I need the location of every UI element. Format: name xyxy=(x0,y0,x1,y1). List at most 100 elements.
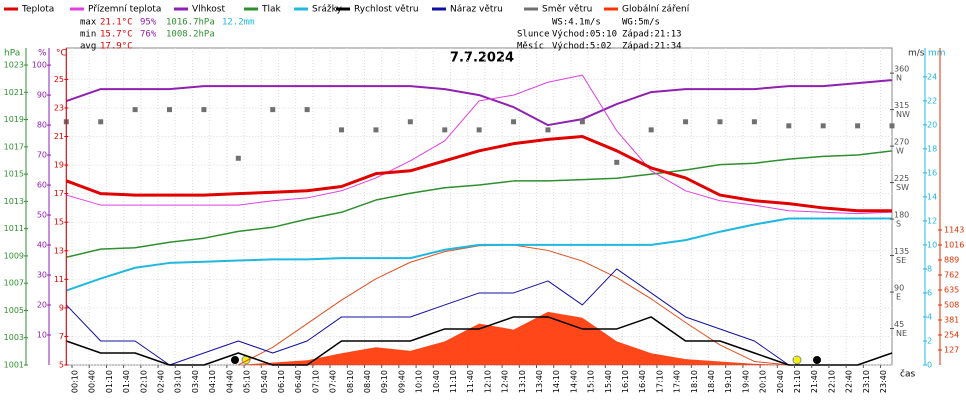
series-area xyxy=(66,311,893,365)
y-tick-label: 1009 xyxy=(4,251,24,260)
x-tick-label: 09:40 xyxy=(397,370,406,393)
astro-value: WG:5m/s xyxy=(622,18,660,28)
compass-label: SE xyxy=(896,256,906,265)
y-tick-label: 135 xyxy=(894,247,909,256)
axis-unit: mm xyxy=(928,49,946,59)
x-tick-label: 22:10 xyxy=(827,370,836,393)
y-tick-label: 1015 xyxy=(4,170,24,179)
y-tick-label: 180 xyxy=(894,211,909,220)
y-tick-label: 16 xyxy=(927,168,937,177)
chart-title: 7.7.2024 xyxy=(450,51,514,66)
legend-label: Globální záření xyxy=(622,5,690,15)
x-tick-label: 15:40 xyxy=(604,370,613,393)
series-line xyxy=(66,316,893,366)
x-tick-label: 11:10 xyxy=(449,370,458,393)
y-tick-label: 21 xyxy=(54,132,64,141)
y-tick-label: 381 xyxy=(944,316,959,325)
scatter-point xyxy=(614,159,620,165)
series-line xyxy=(65,268,893,366)
y-tick-label: 15 xyxy=(54,218,64,227)
stat-label: min xyxy=(80,30,96,40)
scatter-point xyxy=(442,127,448,133)
x-tick-label: 12:40 xyxy=(501,370,510,393)
stat-label: avg xyxy=(80,42,96,52)
y-tick-label: 1011 xyxy=(4,224,24,233)
x-tick-label: 06:10 xyxy=(277,370,286,393)
y-tick-label: 19 xyxy=(54,161,64,170)
x-tick-label: 02:40 xyxy=(157,370,166,393)
axis-unit: % xyxy=(38,49,47,59)
stat-value: 17.9°C xyxy=(100,42,133,52)
y-tick-label: 1013 xyxy=(4,197,24,206)
stat-value: 1008.2hPa xyxy=(166,30,215,40)
x-tick-label: 22:40 xyxy=(845,370,854,393)
x-tick-label: 00:10 xyxy=(71,370,80,393)
x-tick-label: 17:10 xyxy=(655,370,664,393)
legend-label: Vlhkost xyxy=(192,5,225,15)
x-tick-label: 03:10 xyxy=(174,370,183,393)
y-tick-label: 11 xyxy=(54,275,64,284)
y-tick-label: 90 xyxy=(37,91,47,100)
y-tick-label: 12 xyxy=(927,216,937,225)
y-tick-label: 45 xyxy=(894,320,904,329)
compass-label: S xyxy=(896,220,901,229)
scatter-point xyxy=(132,107,138,113)
scatter-point xyxy=(339,127,345,133)
series-line xyxy=(66,150,893,259)
x-tick-label: 07:40 xyxy=(329,370,338,393)
x-tick-label: 06:40 xyxy=(294,370,303,393)
x-tick-label: 17:40 xyxy=(673,370,682,393)
scatter-point xyxy=(304,107,310,113)
x-tick-label: 05:10 xyxy=(243,370,252,393)
y-tick-label: 315 xyxy=(894,101,909,110)
y-tick-label: 1001 xyxy=(4,361,24,370)
x-tick-label: 05:40 xyxy=(260,370,269,393)
y-tick-label: 1017 xyxy=(4,142,24,151)
x-tick-label: 07:10 xyxy=(311,370,320,393)
y-tick-label: 1016 xyxy=(944,241,964,250)
x-tick-label: 15:10 xyxy=(587,370,596,393)
x-tick-label: 16:10 xyxy=(621,370,630,393)
y-tick-label: 10 xyxy=(927,240,937,249)
y-tick-label: 25 xyxy=(54,75,64,84)
scatter-point xyxy=(889,123,895,129)
x-tick-label: 02:10 xyxy=(139,370,148,393)
plot-layer xyxy=(63,47,895,366)
y-tick-label: 14 xyxy=(927,192,937,201)
stat-value: 12.2mm xyxy=(222,18,255,28)
scatter-point xyxy=(235,155,241,161)
x-tick-label: 14:10 xyxy=(552,370,561,393)
moon-rise-marker xyxy=(231,356,239,364)
stat-label: max xyxy=(80,18,97,28)
y-tick-label: 127 xyxy=(944,346,959,355)
scatter-point xyxy=(511,119,517,125)
moon-set-marker xyxy=(813,356,821,364)
x-tick-label: 18:40 xyxy=(707,370,716,393)
y-tick-label: 1019 xyxy=(4,115,24,124)
y-tick-label: 5 xyxy=(59,361,64,370)
x-tick-label: 14:40 xyxy=(569,370,578,393)
y-tick-label: 6 xyxy=(927,288,932,297)
astro-value: WS:4.1m/s xyxy=(552,18,601,28)
x-tick-label: 12:10 xyxy=(483,370,492,393)
x-axis-label: čas xyxy=(900,369,915,380)
y-tick-label: 100 xyxy=(32,61,47,70)
x-tick-label: 23:10 xyxy=(862,370,871,393)
astro-value: Východ:5:02 xyxy=(552,42,612,52)
y-tick-label: 270 xyxy=(894,138,909,147)
legend-label: Tlak xyxy=(261,5,282,15)
x-tick-label: 21:10 xyxy=(793,370,802,393)
y-tick-label: 1005 xyxy=(4,306,24,315)
x-tick-label: 23:40 xyxy=(879,370,888,393)
astro-label: Slunce xyxy=(517,30,550,40)
scatter-point xyxy=(545,127,551,133)
y-tick-label: 80 xyxy=(37,121,47,130)
y-tick-label: 1023 xyxy=(4,61,24,70)
scatter-point xyxy=(855,123,861,129)
y-tick-label: 60 xyxy=(37,181,47,190)
scatter-point xyxy=(579,119,585,125)
series-line xyxy=(65,217,892,292)
legend-label: Náraz větru xyxy=(450,5,503,15)
stat-value: 95% xyxy=(140,18,157,28)
y-tick-label: 225 xyxy=(894,174,909,183)
